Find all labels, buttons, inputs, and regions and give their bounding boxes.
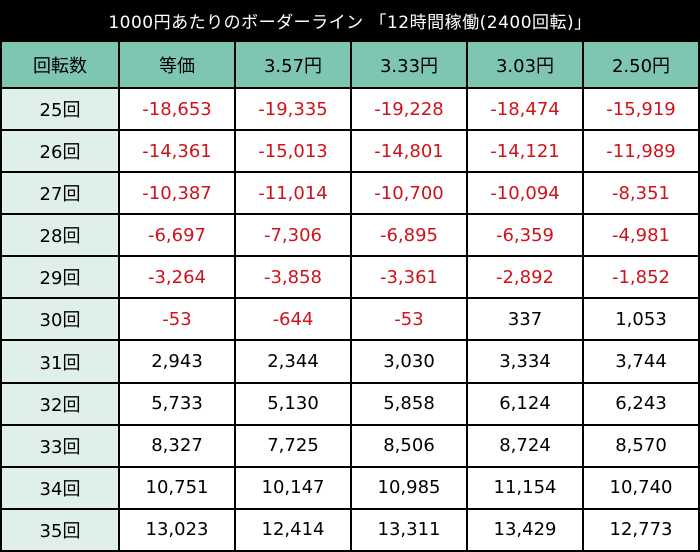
table-cell: -10,700 [350, 171, 468, 216]
table-cell: 2,943 [118, 339, 236, 384]
row-label-spins: 34回 [0, 465, 120, 510]
table-cell: -53 [118, 297, 236, 342]
table-cell: -3,264 [118, 255, 236, 300]
table-cell: -15,013 [234, 129, 352, 174]
table-row: 27回 -10,387 -11,014 -10,700 -10,094 -8,351 [0, 171, 700, 216]
table-cell: -10,094 [466, 171, 584, 216]
table-cell: -644 [234, 297, 352, 342]
table-cell: 5,733 [118, 381, 236, 426]
table-cell: 8,570 [582, 423, 700, 468]
table-cell: 10,740 [582, 465, 700, 510]
header-row: 回転数 等価 3.57円 3.33円 3.03円 2.50円 [0, 40, 700, 89]
table-row: 30回 -53 -644 -53 337 1,053 [0, 297, 700, 342]
table-title: 1000円あたりのボーダーライン 「12時間稼働(2400回転)」 [0, 0, 700, 40]
table-header: 回転数 等価 3.57円 3.33円 3.03円 2.50円 [0, 40, 700, 89]
table-cell: 10,985 [350, 465, 468, 510]
header-spins: 回転数 [0, 40, 120, 89]
table-row: 35回 13,023 12,414 13,311 13,429 12,773 [0, 507, 700, 552]
table-row: 28回 -6,697 -7,306 -6,895 -6,359 -4,981 [0, 213, 700, 258]
table-cell: -4,981 [582, 213, 700, 258]
table-cell: -11,989 [582, 129, 700, 174]
table-cell: 13,429 [466, 507, 584, 552]
table-cell: 3,030 [350, 339, 468, 384]
row-label-spins: 32回 [0, 381, 120, 426]
table-row: 31回 2,943 2,344 3,030 3,334 3,744 [0, 339, 700, 384]
table-cell: -10,387 [118, 171, 236, 216]
table-cell: 2,344 [234, 339, 352, 384]
table-cell: -18,474 [466, 86, 584, 132]
table-cell: 5,858 [350, 381, 468, 426]
row-label-spins: 31回 [0, 339, 120, 384]
row-label-spins: 33回 [0, 423, 120, 468]
row-label-spins: 28回 [0, 213, 120, 258]
table-cell: -14,801 [350, 129, 468, 174]
table-cell: -18,653 [118, 86, 236, 132]
table-cell: -6,359 [466, 213, 584, 258]
table-cell: 8,506 [350, 423, 468, 468]
row-label-spins: 26回 [0, 129, 120, 174]
table-cell: 7,725 [234, 423, 352, 468]
table-cell: 8,724 [466, 423, 584, 468]
table-cell: 1,053 [582, 297, 700, 342]
table-cell: -6,895 [350, 213, 468, 258]
header-rate-250: 2.50円 [582, 40, 700, 89]
table-cell: -53 [350, 297, 468, 342]
table-cell: 10,751 [118, 465, 236, 510]
table-cell: 13,311 [350, 507, 468, 552]
table-cell: -15,919 [582, 86, 700, 132]
table-cell: 13,023 [118, 507, 236, 552]
table-cell: 6,243 [582, 381, 700, 426]
table-cell: 3,744 [582, 339, 700, 384]
table-cell: -14,121 [466, 129, 584, 174]
table-body: 25回 -18,653 -19,335 -19,228 -18,474 -15,919 26… [0, 86, 700, 552]
row-label-spins: 29回 [0, 255, 120, 300]
table-cell: 337 [466, 297, 584, 342]
row-label-spins: 30回 [0, 297, 120, 342]
table-row: 33回 8,327 7,725 8,506 8,724 8,570 [0, 423, 700, 468]
table-cell: -2,892 [466, 255, 584, 300]
table-cell: 12,773 [582, 507, 700, 552]
table-cell: 12,414 [234, 507, 352, 552]
table-cell: -7,306 [234, 213, 352, 258]
row-label-spins: 35回 [0, 507, 120, 552]
header-rate-357: 3.57円 [234, 40, 352, 89]
table-row: 29回 -3,264 -3,858 -3,361 -2,892 -1,852 [0, 255, 700, 300]
table-cell: -19,228 [350, 86, 468, 132]
table-cell: -3,361 [350, 255, 468, 300]
table-cell: 5,130 [234, 381, 352, 426]
table-cell: 11,154 [466, 465, 584, 510]
table-cell: 3,334 [466, 339, 584, 384]
table-cell: 8,327 [118, 423, 236, 468]
table-row: 34回 10,751 10,147 10,985 11,154 10,740 [0, 465, 700, 510]
table-cell: -8,351 [582, 171, 700, 216]
table-cell: -14,361 [118, 129, 236, 174]
header-rate-333: 3.33円 [350, 40, 468, 89]
table-row: 32回 5,733 5,130 5,858 6,124 6,243 [0, 381, 700, 426]
table-cell: -3,858 [234, 255, 352, 300]
table-row: 25回 -18,653 -19,335 -19,228 -18,474 -15,919 [0, 86, 700, 132]
header-equal-rate: 等価 [118, 40, 236, 89]
table-cell: 10,147 [234, 465, 352, 510]
table-cell: -11,014 [234, 171, 352, 216]
border-line-table: 回転数 等価 3.57円 3.33円 3.03円 2.50円 25回 -18,65… [0, 40, 700, 552]
header-rate-303: 3.03円 [466, 40, 584, 89]
table-cell: -1,852 [582, 255, 700, 300]
table-cell: 6,124 [466, 381, 584, 426]
row-label-spins: 25回 [0, 86, 120, 132]
table-cell: -6,697 [118, 213, 236, 258]
table-row: 26回 -14,361 -15,013 -14,801 -14,121 -11,989 [0, 129, 700, 174]
row-label-spins: 27回 [0, 171, 120, 216]
table-cell: -19,335 [234, 86, 352, 132]
